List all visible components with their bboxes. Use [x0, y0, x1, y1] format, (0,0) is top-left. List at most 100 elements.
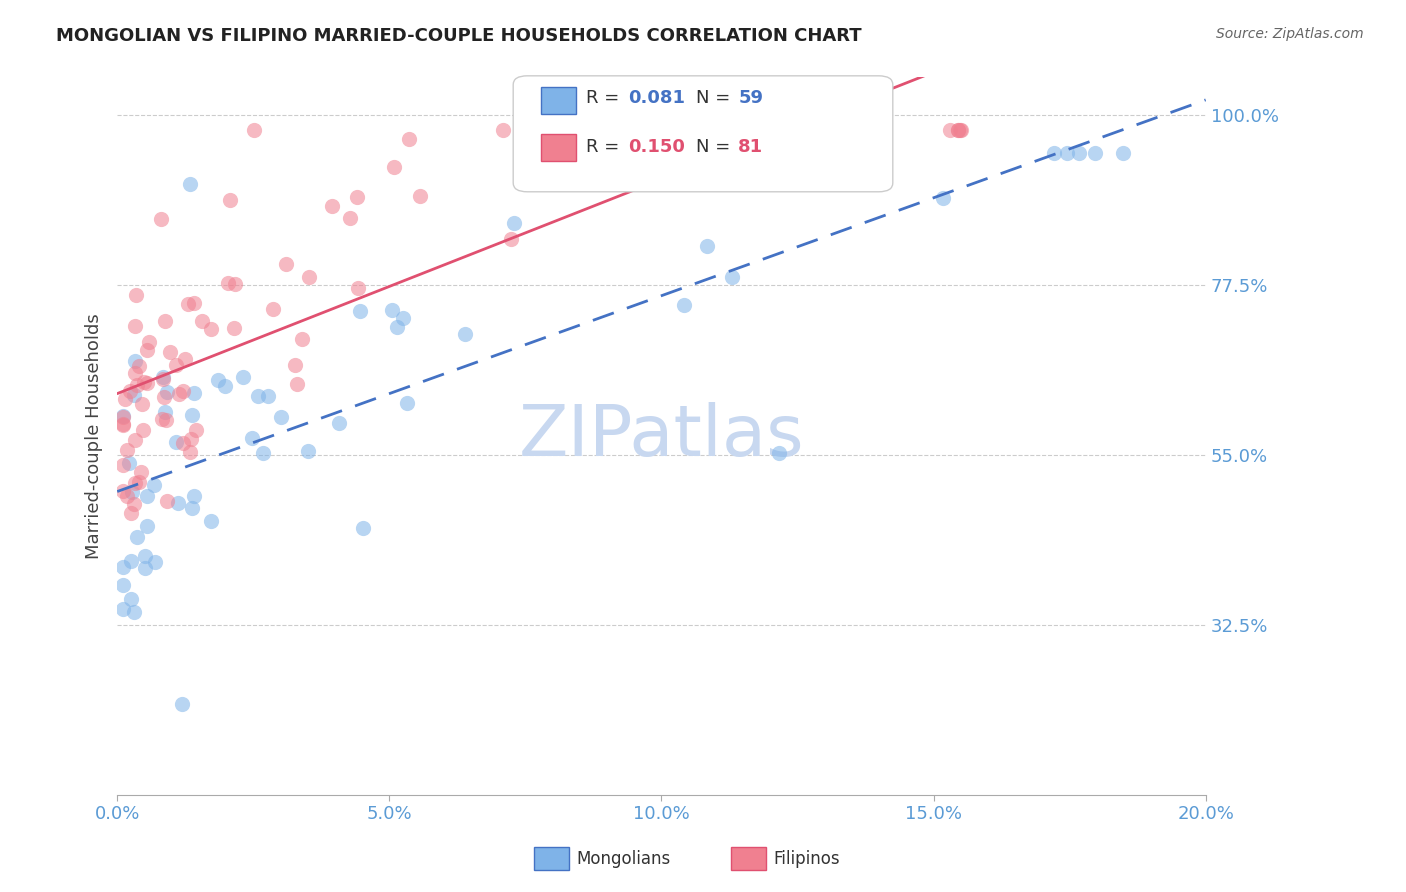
Point — [219, 193, 242, 207]
Point — [124, 476, 146, 491]
Point — [217, 276, 239, 290]
Point — [111, 409, 134, 424]
Point — [125, 530, 148, 544]
Point — [270, 410, 292, 425]
Point — [243, 123, 266, 137]
Point — [298, 270, 321, 285]
Point — [731, 123, 754, 137]
Point — [747, 123, 769, 137]
Point — [492, 123, 515, 137]
Point — [131, 397, 153, 411]
Point — [398, 132, 420, 146]
Text: ZIPatlas: ZIPatlas — [519, 401, 804, 471]
Point — [172, 698, 194, 712]
Point — [172, 436, 194, 450]
Point — [948, 123, 970, 137]
Point — [222, 321, 245, 335]
Point — [115, 489, 138, 503]
Point — [246, 389, 269, 403]
Point — [454, 327, 477, 342]
Point — [111, 577, 134, 591]
Point — [396, 396, 419, 410]
Point — [111, 409, 134, 424]
Point — [156, 494, 179, 508]
Point — [409, 189, 432, 203]
Point — [779, 123, 801, 137]
Point — [1084, 146, 1107, 161]
Point — [122, 497, 145, 511]
Point — [179, 177, 201, 191]
Point — [180, 432, 202, 446]
Point — [1112, 146, 1135, 161]
Point — [796, 123, 818, 137]
Point — [153, 405, 176, 419]
Text: 59: 59 — [738, 89, 763, 107]
Point — [172, 384, 194, 398]
Point — [120, 592, 142, 607]
Point — [214, 379, 236, 393]
Point — [134, 376, 156, 390]
Text: 0.081: 0.081 — [628, 89, 686, 107]
Point — [124, 434, 146, 448]
Point — [145, 555, 167, 569]
Point — [125, 378, 148, 392]
Point — [121, 485, 143, 500]
Point — [339, 211, 361, 225]
Point — [136, 376, 159, 390]
Point — [183, 489, 205, 503]
Point — [948, 123, 970, 137]
Point — [346, 190, 368, 204]
Point — [135, 489, 157, 503]
Point — [153, 390, 176, 404]
Point — [129, 465, 152, 479]
Text: N =: N = — [696, 89, 735, 107]
Point — [710, 123, 733, 137]
Text: R =: R = — [586, 89, 626, 107]
Point — [224, 277, 246, 291]
Text: N =: N = — [696, 138, 735, 156]
Point — [155, 413, 177, 427]
Point — [128, 475, 150, 490]
Point — [828, 176, 851, 190]
Point — [284, 359, 307, 373]
Point — [134, 549, 156, 564]
Point — [111, 601, 134, 615]
Point — [117, 442, 139, 457]
Text: Filipinos: Filipinos — [773, 850, 839, 868]
Point — [191, 313, 214, 327]
Point — [150, 211, 173, 226]
Point — [721, 269, 744, 284]
Point — [950, 123, 973, 137]
Point — [673, 298, 696, 312]
Point — [232, 370, 254, 384]
Point — [124, 354, 146, 368]
Point — [124, 319, 146, 334]
Text: R =: R = — [586, 138, 626, 156]
Point — [662, 123, 685, 137]
Point — [328, 417, 350, 431]
Point — [135, 518, 157, 533]
Point — [756, 123, 779, 137]
Text: 81: 81 — [738, 138, 763, 156]
Point — [252, 446, 274, 460]
Point — [240, 431, 263, 445]
Point — [696, 239, 718, 253]
Text: MONGOLIAN VS FILIPINO MARRIED-COUPLE HOUSEHOLDS CORRELATION CHART: MONGOLIAN VS FILIPINO MARRIED-COUPLE HOU… — [56, 27, 862, 45]
Point — [200, 322, 222, 336]
Point — [176, 297, 198, 311]
Point — [186, 423, 208, 437]
Point — [503, 216, 526, 230]
Point — [111, 560, 134, 574]
Point — [392, 310, 415, 325]
Point — [118, 457, 141, 471]
Point — [138, 334, 160, 349]
Point — [740, 123, 762, 137]
Point — [501, 232, 523, 246]
Point — [112, 458, 135, 473]
Point — [179, 445, 201, 459]
Point — [156, 385, 179, 400]
Point — [932, 191, 955, 205]
Point — [165, 358, 187, 372]
Point — [152, 372, 174, 386]
Point — [183, 295, 205, 310]
